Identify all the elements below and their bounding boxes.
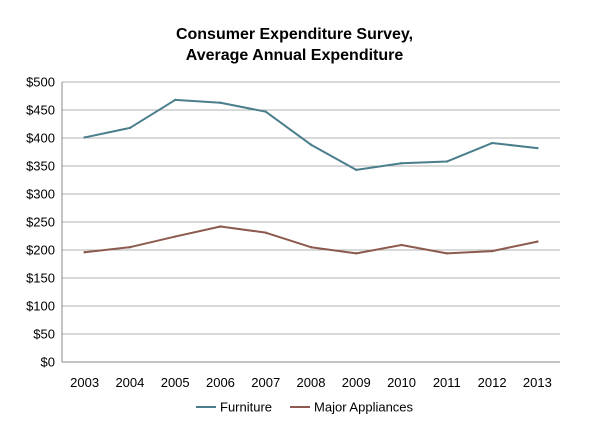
data-point xyxy=(219,101,222,104)
data-point xyxy=(309,143,313,146)
data-point xyxy=(490,249,494,253)
legend-label: Furniture xyxy=(220,400,272,415)
gridlines xyxy=(61,81,560,363)
x-tick-label: 2007 xyxy=(251,375,280,390)
x-axis-ticks: 2003 2004 2005 2006 2007 2008 2009 2010 2011 2012… xyxy=(70,375,552,390)
x-tick-label: 2003 xyxy=(70,375,99,390)
data-point xyxy=(536,240,539,243)
y-tick-label: $200 xyxy=(26,243,55,258)
x-tick-label: 2008 xyxy=(297,375,326,390)
x-tick-label: 2004 xyxy=(115,375,144,390)
legend-label: Major Appliances xyxy=(314,400,413,415)
y-tick-label: $50 xyxy=(33,327,55,342)
data-point xyxy=(264,110,267,113)
x-tick-label: 2013 xyxy=(523,375,552,390)
data-point xyxy=(445,160,449,163)
y-tick-label: $450 xyxy=(26,103,55,118)
x-tick-label: 2012 xyxy=(478,375,507,390)
series-lines xyxy=(83,98,539,255)
data-point xyxy=(219,225,222,228)
data-point xyxy=(173,235,177,238)
y-tick-label: $0 xyxy=(41,355,55,370)
data-point xyxy=(400,243,403,247)
y-tick-label: $300 xyxy=(26,187,55,202)
x-tick-label: 2009 xyxy=(342,375,371,390)
data-point xyxy=(536,146,539,150)
data-point xyxy=(173,98,177,102)
x-tick-label: 2010 xyxy=(387,375,416,390)
data-point xyxy=(128,246,132,249)
data-point xyxy=(490,141,494,145)
x-tick-label: 2005 xyxy=(161,375,190,390)
data-point xyxy=(264,231,267,234)
y-tick-label: $500 xyxy=(26,75,55,90)
legend: Furniture Major Appliances xyxy=(196,400,414,415)
data-point xyxy=(128,126,132,130)
y-axis-ticks: $0 $50 $100 $150 $200 $250 $300 $350 $400 $450 $50… xyxy=(26,75,55,370)
y-tick-label: $400 xyxy=(26,131,55,146)
data-point xyxy=(83,136,86,139)
data-point xyxy=(445,252,449,255)
y-tick-label: $150 xyxy=(26,271,55,286)
y-tick-label: $100 xyxy=(26,299,55,314)
data-point xyxy=(355,168,358,172)
x-tick-label: 2006 xyxy=(206,375,235,390)
data-point xyxy=(355,252,358,255)
x-tick-label: 2011 xyxy=(433,375,461,390)
chart-title-line-2: Average Annual Expenditure xyxy=(185,47,404,64)
data-point xyxy=(400,162,403,165)
data-point xyxy=(309,246,313,249)
y-tick-label: $350 xyxy=(26,159,55,174)
chart-title-line-1: Consumer Expenditure Survey, xyxy=(175,26,414,43)
data-point xyxy=(83,251,86,254)
y-tick-label: $250 xyxy=(26,215,55,230)
series-line-major-appliances xyxy=(84,225,538,255)
